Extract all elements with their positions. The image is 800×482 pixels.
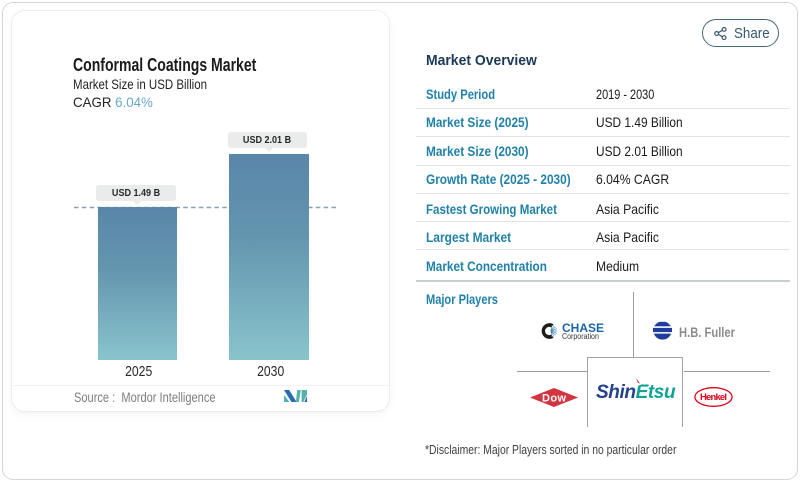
svg-text:Henkel: Henkel [700, 392, 727, 403]
svg-text:Dow: Dow [542, 393, 566, 405]
